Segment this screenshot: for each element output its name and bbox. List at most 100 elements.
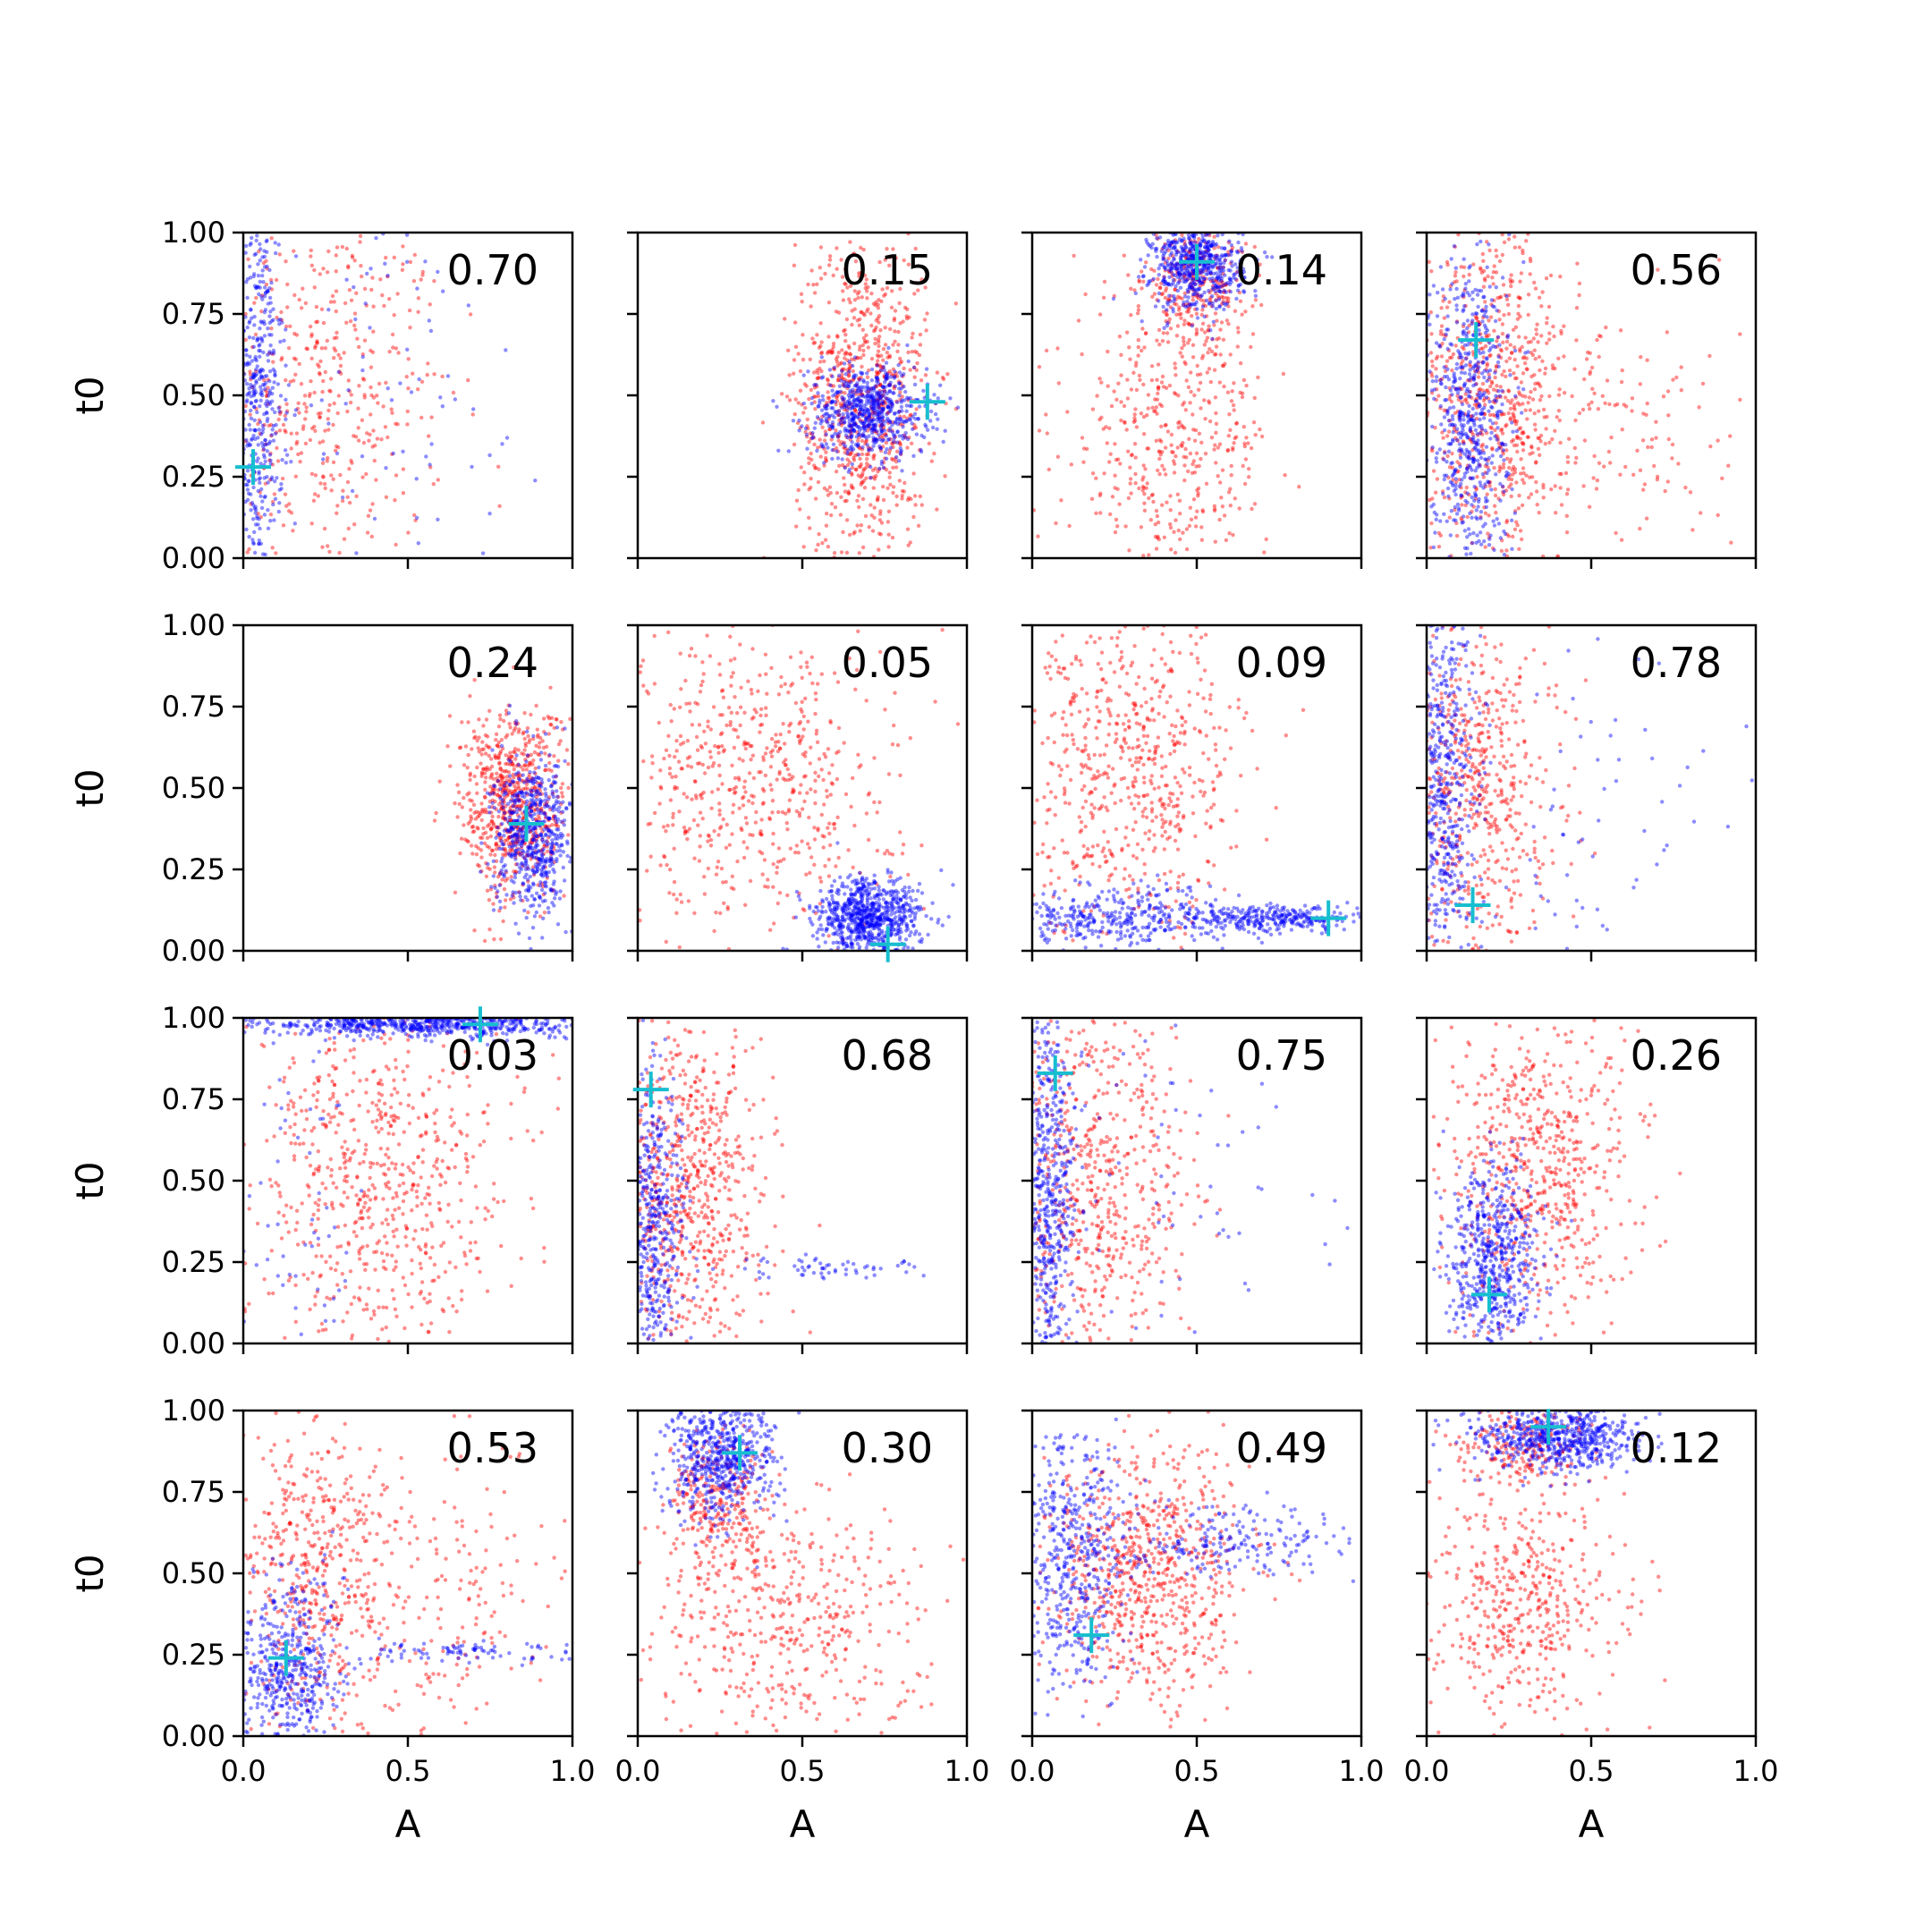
- red-series-point: [1157, 285, 1163, 290]
- red-series-point: [887, 448, 893, 453]
- blue-series-point: [1216, 277, 1222, 283]
- red-series-point: [323, 428, 327, 433]
- red-series-point: [856, 494, 861, 498]
- red-series-point: [823, 403, 827, 408]
- blue-series-point: [824, 432, 828, 436]
- red-series-point: [331, 422, 335, 428]
- blue-series-point: [1165, 300, 1170, 305]
- red-series-point: [1504, 334, 1510, 339]
- red-series-point: [1156, 468, 1160, 473]
- red-series-point: [898, 286, 902, 292]
- blue-series-point: [258, 279, 262, 284]
- red-series-point: [894, 256, 898, 260]
- blue-series-point: [267, 400, 272, 404]
- blue-series-point: [1198, 286, 1202, 291]
- blue-series-point: [861, 403, 867, 409]
- red-series-point: [1219, 284, 1224, 288]
- red-series-point: [1480, 388, 1485, 393]
- red-series-point: [1439, 324, 1445, 328]
- red-series-point: [1475, 367, 1480, 372]
- red-series-point: [827, 254, 833, 258]
- red-series-point: [1588, 406, 1592, 411]
- blue-series-point: [1497, 343, 1502, 347]
- blue-series-point: [854, 390, 860, 394]
- red-series-point: [826, 545, 831, 549]
- blue-series-point: [256, 522, 260, 527]
- red-series-point: [1189, 254, 1193, 258]
- red-series-point: [318, 372, 322, 377]
- blue-series-point: [1497, 394, 1503, 398]
- red-series-point: [1226, 250, 1231, 254]
- red-series-point: [1513, 509, 1518, 513]
- blue-series-point: [266, 416, 270, 421]
- red-series-point: [365, 530, 370, 535]
- blue-series-point: [1446, 494, 1451, 499]
- red-series-point: [838, 361, 843, 366]
- blue-series-point: [830, 426, 835, 430]
- blue-series-point: [860, 371, 865, 376]
- red-series-point: [892, 269, 897, 274]
- blue-series-point: [1270, 255, 1275, 259]
- red-series-point: [1507, 369, 1513, 373]
- red-series-point: [1283, 473, 1287, 478]
- blue-series-point: [1167, 243, 1172, 248]
- blue-series-point: [864, 418, 869, 423]
- red-series-point: [898, 443, 903, 447]
- red-series-point: [847, 460, 852, 464]
- blue-series-point: [244, 437, 249, 443]
- red-series-point: [1530, 451, 1535, 455]
- red-series-point: [800, 402, 804, 407]
- blue-series-point: [276, 318, 281, 323]
- red-series-point: [1478, 462, 1482, 468]
- blue-series-point: [1161, 278, 1166, 284]
- blue-series-point: [1165, 239, 1171, 243]
- red-series-point: [1157, 449, 1162, 453]
- blue-series-point: [896, 410, 901, 415]
- red-series-point: [808, 357, 812, 361]
- blue-series-point: [1458, 446, 1462, 451]
- red-series-point: [833, 505, 838, 510]
- blue-series-point: [1499, 441, 1504, 446]
- blue-series-point: [815, 415, 820, 419]
- red-series-point: [1182, 478, 1187, 483]
- blue-series-point: [1194, 290, 1199, 295]
- red-series-point: [1191, 497, 1197, 502]
- red-series-point: [1469, 414, 1473, 419]
- red-series-point: [1530, 475, 1535, 479]
- red-series-point: [1489, 302, 1494, 307]
- blue-series-point: [1168, 253, 1173, 258]
- blue-series-point: [244, 243, 249, 249]
- red-series-point: [1496, 335, 1500, 340]
- blue-series-point: [1508, 373, 1513, 377]
- red-series-point: [883, 326, 887, 330]
- blue-series-point: [1186, 233, 1191, 238]
- blue-series-point: [901, 434, 905, 438]
- blue-series-point: [273, 241, 277, 245]
- red-series-point: [1533, 357, 1538, 361]
- blue-series-point: [360, 354, 365, 360]
- red-series-point: [812, 291, 818, 295]
- red-series-point: [1463, 411, 1468, 417]
- red-series-point: [1486, 274, 1490, 279]
- blue-series-point: [831, 394, 835, 398]
- blue-series-point: [852, 417, 856, 421]
- red-series-point: [848, 352, 853, 357]
- blue-series-point: [1211, 271, 1216, 276]
- red-series-point: [1585, 350, 1590, 355]
- red-series-point: [1489, 379, 1495, 384]
- red-series-point: [912, 422, 917, 428]
- red-series-point: [369, 287, 374, 292]
- blue-series-point: [902, 398, 907, 402]
- red-series-point: [812, 370, 817, 375]
- red-series-point: [1645, 401, 1649, 406]
- red-series-point: [1172, 301, 1177, 306]
- red-series-point: [1198, 293, 1203, 299]
- red-series-point: [246, 257, 250, 261]
- blue-series-point: [267, 402, 273, 406]
- red-series-point: [863, 414, 868, 419]
- red-series-point: [1487, 377, 1491, 382]
- blue-series-point: [1241, 275, 1246, 280]
- red-series-point: [818, 445, 823, 449]
- red-series-point: [1513, 418, 1517, 423]
- red-series-point: [848, 301, 852, 305]
